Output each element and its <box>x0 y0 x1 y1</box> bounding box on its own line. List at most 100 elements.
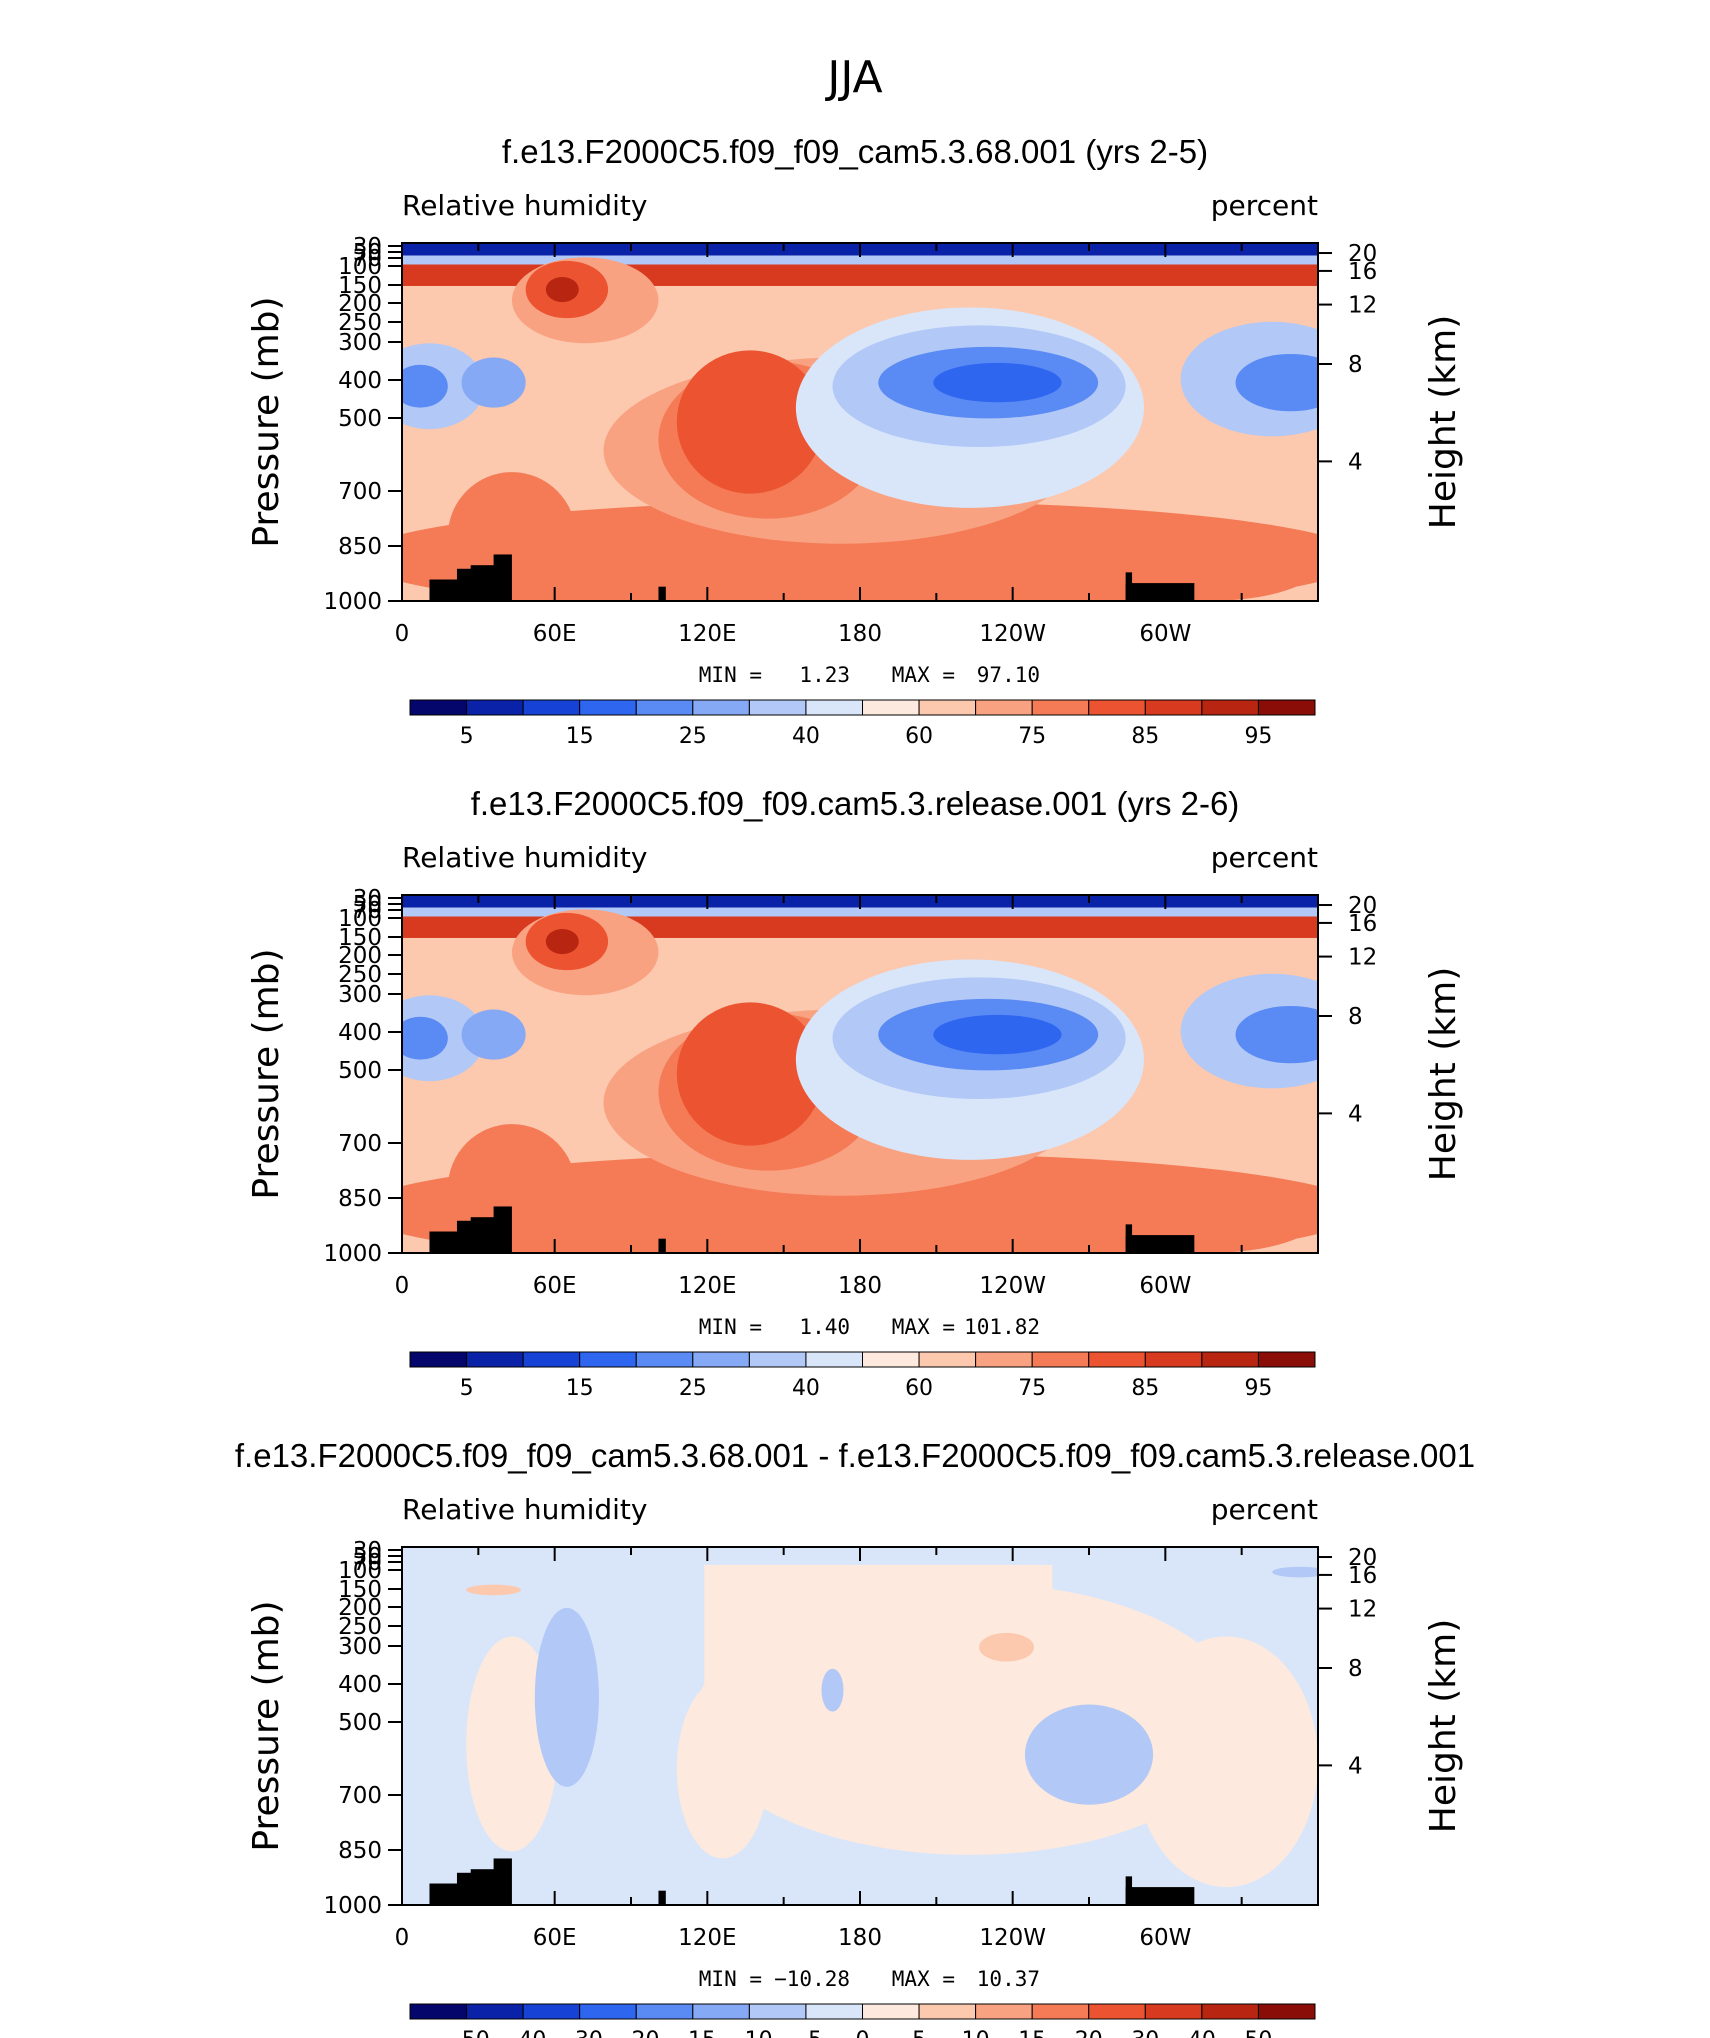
colorbar-swatch <box>692 2003 750 2020</box>
y-tick-label: 70 <box>353 898 382 924</box>
y-tick-label: 250 <box>338 1614 382 1640</box>
colorbar-swatch <box>635 2003 694 2020</box>
colorbar-label: 85 <box>1131 1376 1159 1401</box>
y2-tick-label: 4 <box>1348 449 1363 475</box>
colorbar-swatch <box>1201 2003 1259 2020</box>
y2-tick-label: 20 <box>1348 1545 1377 1571</box>
colorbar-label: 75 <box>1018 724 1046 749</box>
y-tick-label: 200 <box>338 291 382 317</box>
colorbar-label: 0 <box>856 2028 870 2038</box>
y-axis-label: Pressure (mb) <box>246 948 287 1199</box>
y-tick-label: 250 <box>338 962 382 988</box>
colorbar-label: 40 <box>792 724 820 749</box>
field-region <box>402 1152 1318 1253</box>
x-tick-label: 60W <box>1139 621 1191 647</box>
colorbar-swatch <box>1144 2003 1203 2020</box>
colorbar-swatch <box>1144 699 1203 716</box>
colorbar-swatch <box>692 1351 750 1368</box>
colorbar-label: 95 <box>1244 724 1272 749</box>
contour-field <box>402 895 1318 1253</box>
left-string: Relative humidity <box>402 189 647 222</box>
y-tick-label: 100 <box>338 1558 382 1584</box>
y-tick-label: 30 <box>353 886 382 912</box>
max-label: MAX = <box>892 663 955 687</box>
x-tick-label: 120E <box>678 1273 736 1299</box>
x-tick-label: 120W <box>979 1925 1046 1951</box>
field-region <box>1098 1181 1318 1253</box>
topography <box>658 1890 666 1905</box>
min-label: MIN = <box>699 663 762 687</box>
x-tick-label: 0 <box>395 621 410 647</box>
panel-2: f.e13.F2000C5.f09_f09.cam5.3.release.001… <box>246 785 1464 1401</box>
x-tick-label: 60E <box>533 1925 577 1951</box>
max-value: 101.82 <box>964 1315 1040 1339</box>
colorbar-swatch <box>805 2003 863 2020</box>
y-tick-label: 400 <box>338 368 382 394</box>
colorbar-swatch <box>522 2003 581 2020</box>
colorbar-swatch <box>1031 2003 1090 2020</box>
colorbar-swatch <box>692 699 750 716</box>
colorbar-swatch <box>409 699 468 716</box>
x-tick-label: 60W <box>1139 1273 1191 1299</box>
y-tick-label: 400 <box>338 1020 382 1046</box>
y-tick-label: 500 <box>338 1058 382 1084</box>
y2-axis-label: Height (km) <box>1423 1619 1464 1833</box>
right-string: percent <box>1211 189 1318 222</box>
colorbar-swatch <box>975 2003 1033 2020</box>
y-tick-label: 150 <box>338 925 382 951</box>
colorbar-swatch <box>748 1351 807 1368</box>
min-label: MIN = <box>699 1967 762 1991</box>
field-region <box>461 357 526 408</box>
colorbar-swatch <box>975 699 1033 716</box>
colorbar-swatch <box>1201 699 1259 716</box>
colorbar-swatch <box>522 699 581 716</box>
x-tick-label: 120E <box>678 621 736 647</box>
colorbar-label: 50 <box>1244 2028 1272 2038</box>
y-axis-label: Pressure (mb) <box>246 1600 287 1851</box>
y-tick-label: 500 <box>338 406 382 432</box>
colorbar-label: 25 <box>679 724 707 749</box>
colorbar: 5 15 25 40 60 75 85 95 <box>409 699 1316 749</box>
y-tick-label: 30 <box>353 1538 382 1564</box>
colorbar-swatch <box>862 699 920 716</box>
y2-axis-label: Height (km) <box>1423 967 1464 1181</box>
max-label: MAX = <box>892 1315 955 1339</box>
colorbar-label: 10 <box>962 2028 990 2038</box>
colorbar-swatch <box>1257 1351 1316 1368</box>
y-tick-label: 100 <box>338 254 382 280</box>
y-tick-label: 30 <box>353 234 382 260</box>
topography <box>470 1869 499 1905</box>
field-region <box>534 1607 599 1787</box>
y-tick-label: 150 <box>338 273 382 299</box>
colorbar-label: 95 <box>1244 1376 1272 1401</box>
colorbar-swatch <box>1201 1351 1259 1368</box>
colorbar-swatch <box>1031 1351 1090 1368</box>
colorbar-label: 15 <box>566 1376 594 1401</box>
y-tick-label: 300 <box>338 982 382 1008</box>
field-region <box>676 1679 769 1859</box>
colorbar-label: 75 <box>1018 1376 1046 1401</box>
panel-1: f.e13.F2000C5.f09_f09_cam5.3.68.001 (yrs… <box>246 133 1464 749</box>
topography <box>1125 1876 1133 1905</box>
x-tick-label: 180 <box>838 1273 882 1299</box>
colorbar-label: −15 <box>670 2028 716 2038</box>
colorbar-label: −20 <box>613 2028 659 2038</box>
panel-3: f.e13.F2000C5.f09_f09_cam5.3.68.001 - f.… <box>235 1437 1475 2038</box>
x-tick-label: 60E <box>533 621 577 647</box>
colorbar-swatch <box>466 2003 524 2020</box>
topography <box>470 565 499 601</box>
field-region <box>1272 1566 1318 1578</box>
colorbar-label: −40 <box>500 2028 546 2038</box>
colorbar-swatch <box>748 699 807 716</box>
field-region <box>979 1632 1035 1662</box>
colorbar-label: 15 <box>1018 2028 1046 2038</box>
right-string: percent <box>1211 1493 1318 1526</box>
colorbar-label: 5 <box>460 1376 474 1401</box>
min-label: MIN = <box>699 1315 762 1339</box>
colorbar-label: 30 <box>1131 2028 1159 2038</box>
field-top-band <box>402 255 1318 265</box>
min-value: −10.28 <box>774 1967 850 1991</box>
min-value: 1.23 <box>799 663 850 687</box>
y-tick-label: 50 <box>353 892 382 918</box>
